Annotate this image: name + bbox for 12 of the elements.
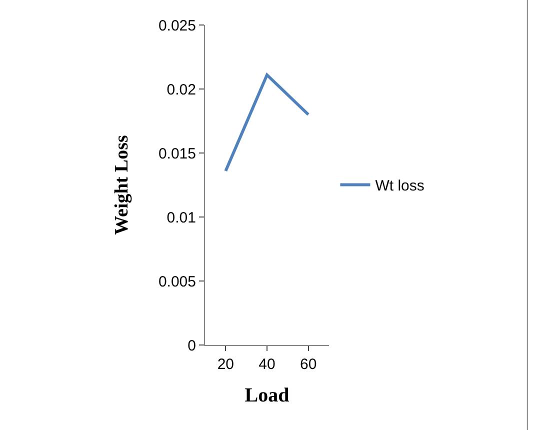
y-tick-label: 0.015 <box>158 145 196 162</box>
y-tick-label: 0.01 <box>166 209 196 226</box>
x-tick-label: 60 <box>300 356 317 373</box>
y-tick-label: 0 <box>188 337 196 354</box>
legend-label: Wt loss <box>375 178 424 195</box>
y-tick-label: 0.02 <box>166 81 196 98</box>
x-tick-label: 40 <box>258 356 276 373</box>
y-tick-label: 0.005 <box>158 273 196 290</box>
y-axis-title: Weight Loss <box>111 135 132 235</box>
y-tick-label: 0.025 <box>158 17 196 34</box>
x-axis-title: Load <box>244 384 290 406</box>
x-tick-label: 20 <box>217 356 234 373</box>
